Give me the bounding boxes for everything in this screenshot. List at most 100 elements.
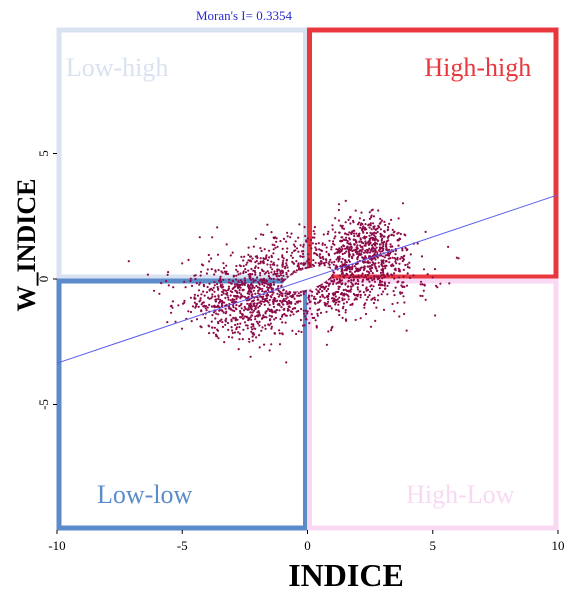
scatter-point <box>294 240 297 243</box>
scatter-point <box>276 268 279 271</box>
scatter-point <box>337 285 340 288</box>
scatter-point <box>270 277 273 280</box>
scatter-point <box>306 237 309 240</box>
scatter-point <box>239 279 242 282</box>
scatter-point <box>369 290 372 293</box>
scatter-point <box>222 311 225 314</box>
scatter-point <box>278 343 282 346</box>
scatter-point <box>202 301 205 304</box>
scatter-point <box>256 311 259 314</box>
scatter-point <box>235 264 238 268</box>
scatter-point <box>225 243 228 246</box>
scatter-point <box>344 282 347 285</box>
scatter-point <box>376 278 379 281</box>
scatter-point <box>200 263 204 266</box>
scatter-point <box>377 209 380 212</box>
scatter-point <box>224 312 227 315</box>
scatter-point <box>285 264 288 267</box>
scatter-point <box>361 256 364 259</box>
scatter-point <box>353 265 356 268</box>
scatter-point <box>265 282 268 285</box>
scatter-point <box>313 236 316 239</box>
scatter-point <box>380 239 383 242</box>
scatter-point <box>345 289 349 292</box>
scatter-point <box>251 277 255 280</box>
scatter-point <box>308 322 311 325</box>
scatter-point <box>348 248 351 251</box>
scatter-point <box>386 293 389 296</box>
scatter-point <box>254 315 257 318</box>
scatter-point <box>290 310 293 313</box>
scatter-point <box>253 304 256 307</box>
scatter-point <box>363 265 366 268</box>
scatter-point <box>374 262 377 265</box>
scatter-point <box>318 248 321 251</box>
scatter-point <box>381 277 384 280</box>
scatter-point <box>368 280 371 283</box>
scatter-point <box>240 255 243 258</box>
scatter-point <box>393 230 396 233</box>
scatter-point <box>334 231 337 234</box>
scatter-point <box>377 249 380 252</box>
x-tick-label: 5 <box>430 538 437 553</box>
scatter-point <box>238 291 241 294</box>
scatter-point <box>274 310 277 313</box>
scatter-point <box>304 267 307 270</box>
scatter-point <box>238 338 241 341</box>
scatter-point <box>325 310 328 313</box>
scatter-point <box>183 280 186 283</box>
scatter-point <box>298 223 301 226</box>
scatter-point <box>434 314 437 317</box>
scatter-point <box>404 246 407 249</box>
scatter-point <box>347 276 351 280</box>
scatter-point <box>200 293 203 296</box>
scatter-point <box>382 271 385 274</box>
scatter-point <box>254 237 257 240</box>
scatter-point <box>254 279 257 282</box>
scatter-point <box>334 301 338 304</box>
scatter-point <box>287 305 290 308</box>
scatter-point <box>382 273 385 276</box>
scatter-point <box>364 312 368 316</box>
scatter-point <box>211 236 214 239</box>
scatter-point <box>224 296 227 300</box>
scatter-point <box>347 279 350 282</box>
scatter-point <box>275 300 278 303</box>
scatter-point <box>343 294 346 297</box>
scatter-point <box>330 261 333 264</box>
scatter-point <box>457 257 460 260</box>
scatter-point <box>298 294 301 297</box>
scatter-point <box>306 312 309 315</box>
scatter-point <box>248 293 251 296</box>
scatter-point <box>331 300 335 303</box>
scatter-point <box>187 310 190 313</box>
scatter-point <box>252 269 255 272</box>
scatter-point <box>287 269 290 272</box>
scatter-point <box>250 318 253 321</box>
scatter-point <box>270 325 273 328</box>
scatter-point <box>315 288 318 291</box>
scatter-point <box>342 245 346 248</box>
scatter-point <box>246 302 249 305</box>
scatter-point <box>401 202 405 205</box>
scatter-point <box>372 215 376 218</box>
scatter-point <box>391 263 394 266</box>
scatter-point <box>297 236 300 239</box>
scatter-point <box>373 275 376 278</box>
scatter-point <box>370 209 373 212</box>
scatter-point <box>330 245 333 249</box>
scatter-point <box>205 291 209 294</box>
scatter-point <box>402 268 405 271</box>
scatter-point <box>302 245 305 248</box>
scatter-point <box>146 273 149 276</box>
scatter-point <box>371 261 374 264</box>
scatter-point <box>158 292 161 295</box>
scatter-point <box>253 286 256 289</box>
scatter-point <box>307 253 310 256</box>
scatter-point <box>268 256 271 259</box>
scatter-point <box>366 270 369 273</box>
scatter-point <box>346 240 349 243</box>
scatter-point <box>171 300 174 303</box>
scatter-point <box>240 293 243 296</box>
scatter-point <box>359 238 362 241</box>
